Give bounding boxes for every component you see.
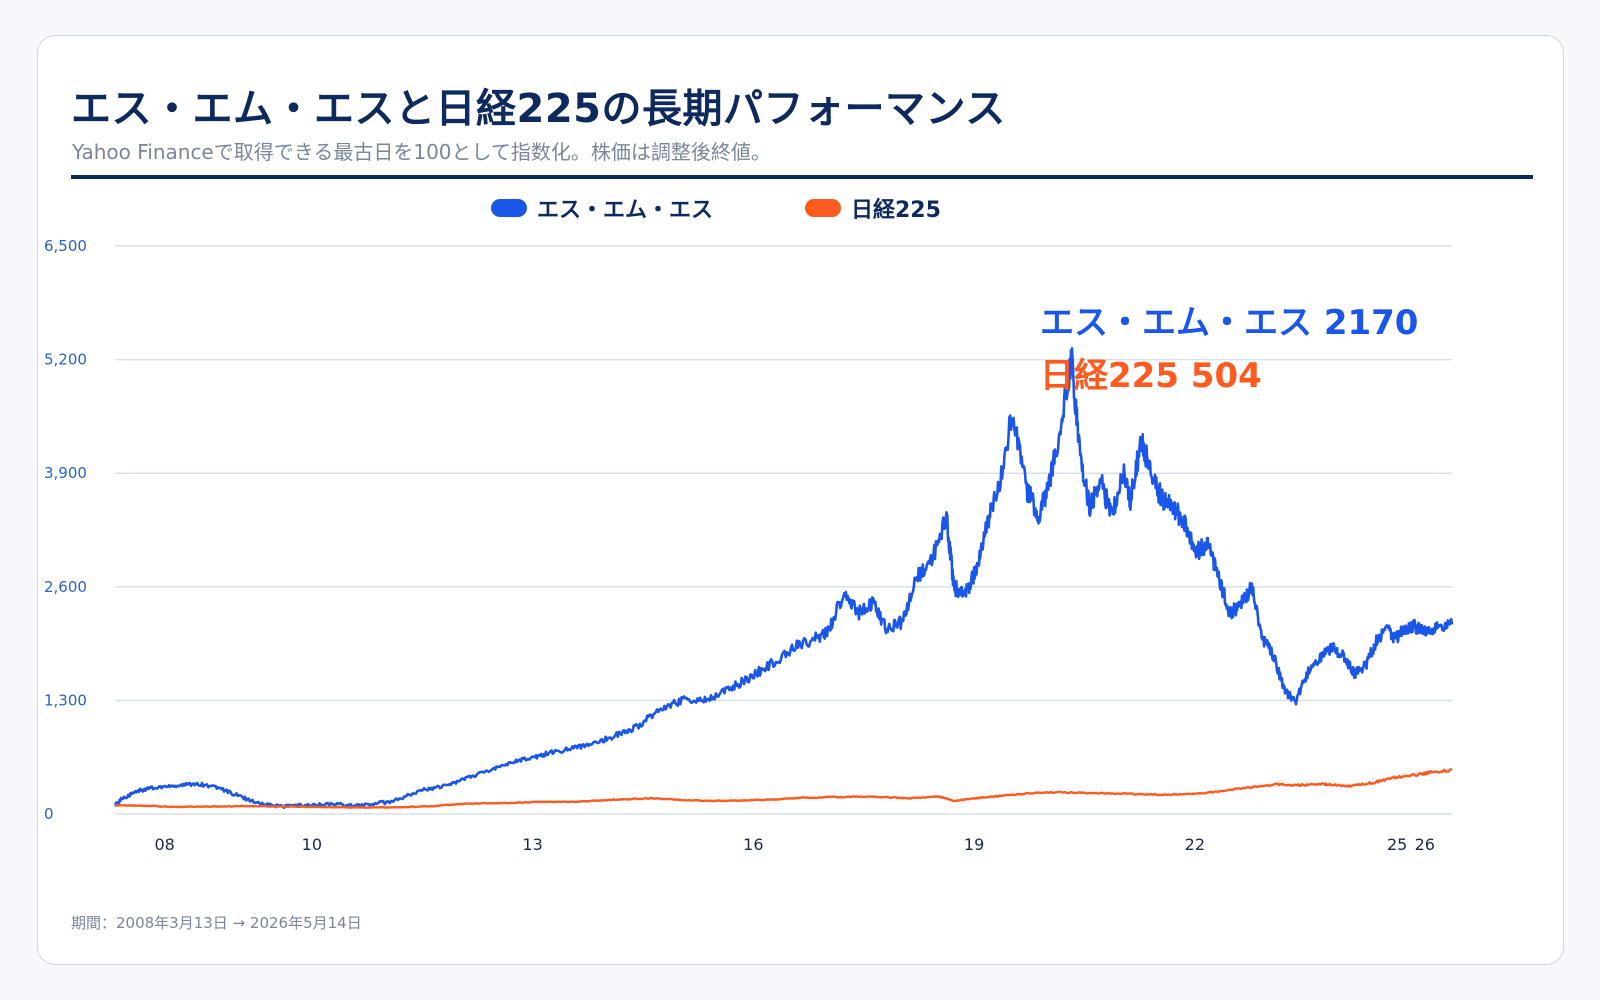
x-tick-label: 16: [743, 835, 763, 854]
x-tick-label: 08: [154, 835, 174, 854]
legend-swatch-nikkei: [805, 199, 841, 217]
legend-label-sms: エス・エム・エス: [537, 198, 714, 223]
y-tick-label: 3,900: [44, 464, 87, 482]
chart-legend: エス・エム・エス 日経225: [38, 192, 1565, 224]
series-line-nikkei: [115, 768, 1453, 809]
period-footnote: 期間：2008年3月13日 → 2026年5月14日: [71, 914, 362, 932]
y-tick-label: 5,200: [44, 351, 87, 369]
page-title: エス・エム・エスと日経225の長期パフォーマンス: [71, 86, 1006, 132]
x-tick-label: 13: [522, 835, 542, 854]
legend-label-nikkei: 日経225: [851, 198, 941, 223]
legend-swatch-sms: [491, 199, 527, 217]
legend-item-nikkei[interactable]: 日経225: [805, 192, 941, 224]
x-tick-label: 22: [1185, 835, 1205, 854]
y-tick-label: 1,300: [44, 691, 87, 709]
legend-item-sms[interactable]: エス・エム・エス: [491, 192, 713, 224]
page-subtitle: Yahoo Financeで取得できる最古日を100として指数化。株価は調整後終…: [72, 140, 771, 164]
x-tick-label: 26: [1415, 835, 1435, 854]
x-tick-label: 10: [302, 835, 322, 854]
y-tick-label: 2,600: [44, 578, 87, 596]
series-line-sms: [114, 347, 1454, 809]
x-tick-label: 19: [964, 835, 984, 854]
line-chart: 0 1,300 2,600 3,900 5,200 6,500 08 10 13 16 19 22 25…: [44, 237, 1454, 854]
y-tick-label: 0: [44, 805, 54, 823]
annotation-nikkei-latest: 日経225 504: [1040, 356, 1262, 396]
y-tick-label: 6,500: [44, 237, 87, 255]
chart-card: エス・エム・エスと日経225の長期パフォーマンス Yahoo Financeで取…: [37, 35, 1564, 965]
annotation-sms-latest: エス・エム・エス 2170: [1040, 303, 1418, 343]
x-tick-label: 25: [1387, 835, 1407, 854]
title-divider: [71, 175, 1533, 179]
